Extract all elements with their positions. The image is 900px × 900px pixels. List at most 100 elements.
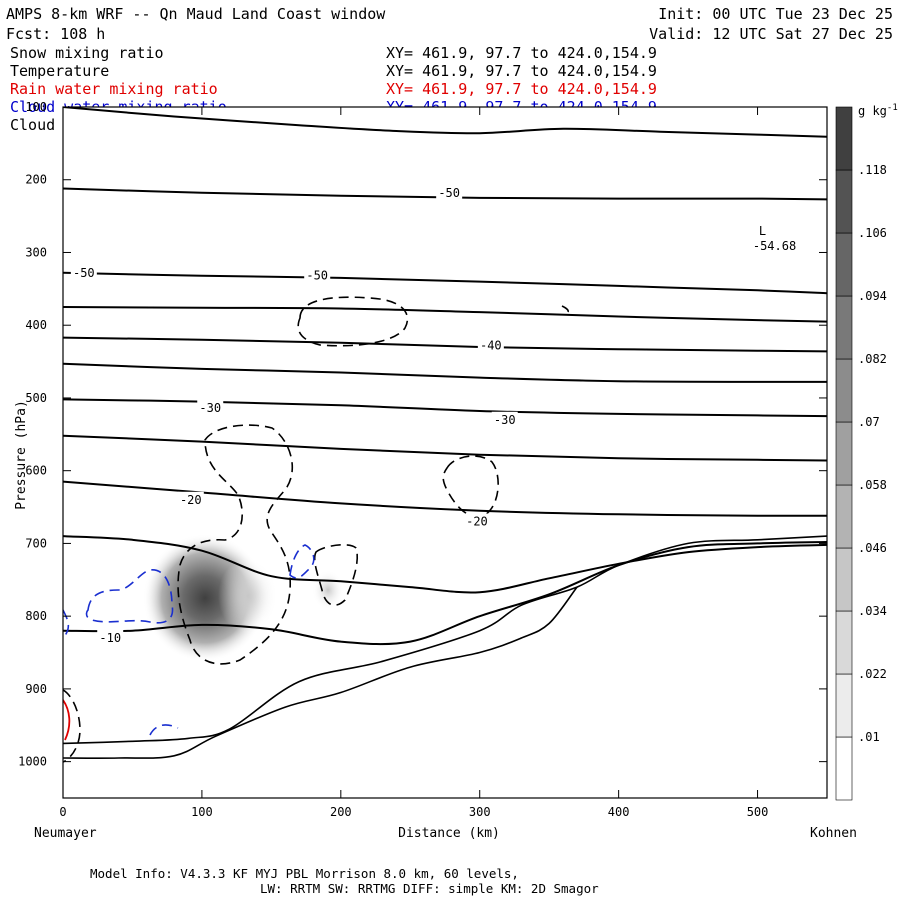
isotherm-line — [63, 107, 827, 138]
y-tick-label: 800 — [25, 609, 47, 623]
valid-time: Valid: 12 UTC Sat 27 Dec 25 — [649, 25, 893, 43]
contour-label: -50 — [306, 269, 328, 283]
y-tick-label: 1000 — [18, 755, 47, 769]
y-axis: 100 200 300 400 500 600 700 800 900 1000 — [18, 100, 827, 769]
contour-label: -20 — [180, 493, 202, 507]
field-xy: XY= 461.9, 97.7 to 424.0,154.9 — [386, 62, 657, 80]
isotherm-line — [63, 187, 827, 201]
colorbar-swatch — [835, 673, 853, 738]
isotherm-line — [63, 362, 827, 383]
contour-label-bg — [70, 264, 97, 279]
cloud-ice-contour — [63, 689, 81, 763]
field-xy: XY= 461.9, 97.7 to 424.0,154.9 — [386, 80, 657, 98]
cloud-water-contour — [63, 609, 70, 639]
colorbar-unit: g kg-1 — [858, 103, 898, 118]
y-tick-label: 500 — [25, 391, 47, 405]
colorbar-unit-exponent: -1 — [887, 103, 898, 113]
colorbar-swatch — [835, 358, 853, 423]
colorbar-swatch — [835, 295, 853, 360]
cloud-ice-contour — [177, 424, 294, 665]
forecast-hour: Fcst: 108 h — [6, 25, 105, 43]
contour-label: -30 — [199, 401, 221, 415]
colorbar-swatch — [835, 736, 853, 801]
colorbar-swatch — [835, 484, 853, 549]
contour-label: -50 — [438, 186, 460, 200]
temperature-isotherms — [63, 107, 827, 646]
cloud-water-contours — [63, 544, 315, 736]
colorbar-swatch — [835, 232, 853, 297]
contour-label-bg — [304, 267, 331, 282]
model-info-line2: LW: RRTM SW: RRTMG DIFF: simple KM: 2D S… — [260, 881, 599, 896]
x-axis-label: Distance (km) — [398, 826, 500, 841]
y-tick-label: 600 — [25, 464, 47, 478]
low-value: -54.68 — [753, 239, 796, 253]
isotherm-line — [63, 336, 827, 353]
colorbar-label: .106 — [858, 226, 887, 240]
low-marker: L -54.68 — [753, 224, 796, 253]
x-axis: 0 100 200 300 400 500 — [59, 107, 768, 819]
y-tick-label: 200 — [25, 173, 47, 187]
y-tick-label: 400 — [25, 318, 47, 332]
isotherm-line — [63, 541, 827, 646]
contour-label: -10 — [99, 631, 121, 645]
colorbar-label: .01 — [858, 730, 880, 744]
colorbar-label: .046 — [858, 541, 887, 555]
cloud-ice-contour — [442, 455, 499, 518]
isotherm-line — [63, 535, 827, 594]
x-tick-label: 100 — [191, 805, 213, 819]
colorbar-unit-base: g kg — [858, 104, 887, 118]
contour-label-bg — [463, 513, 490, 528]
contour-label-bg — [436, 184, 463, 199]
cloud-ice-contour — [313, 543, 359, 606]
field-name: Rain water mixing ratio — [10, 80, 218, 98]
terrain-line — [63, 586, 578, 759]
plot-title: AMPS 8-km WRF -- Qn Maud Land Coast wind… — [6, 5, 386, 23]
cloud-ice-contour — [561, 305, 569, 313]
isotherm-line — [63, 434, 827, 462]
low-symbol: L — [759, 224, 766, 238]
contour-label-bg — [491, 411, 518, 426]
cloud-ice-contour — [297, 296, 409, 347]
temperature-labels: -50 -50 -50 -40 -30 -30 -20 -20 -10 — [70, 184, 518, 645]
y-tick-label: 700 — [25, 536, 47, 550]
isotherm-line — [63, 271, 827, 295]
colorbar-swatch — [835, 421, 853, 486]
cloud-ice-contours — [63, 296, 569, 763]
colorbar-label: .118 — [858, 163, 887, 177]
colorbar-label: .094 — [858, 289, 887, 303]
rain-water-contour — [63, 699, 71, 741]
contour-label-bg — [177, 491, 204, 506]
colorbar-label: .07 — [858, 415, 880, 429]
colorbar: .01 .022 .034 .046 .058 .07 .082 .094 .106 .118 — [835, 106, 887, 801]
x-tick-label: 200 — [330, 805, 352, 819]
x-tick-label: 300 — [469, 805, 491, 819]
y-tick-label: 300 — [25, 245, 47, 259]
y-tick-label: 900 — [25, 682, 47, 696]
cloud-water-contour — [289, 544, 315, 579]
contour-label: -20 — [466, 515, 488, 529]
colorbar-label: .034 — [858, 604, 887, 618]
model-info-line1: Model Info: V4.3.3 KF MYJ PBL Morrison 8… — [90, 866, 519, 881]
colorbar-swatch — [835, 106, 853, 171]
field-name: Temperature — [10, 62, 109, 80]
colorbar-label: .082 — [858, 352, 887, 366]
contour-label-bg — [97, 629, 124, 644]
isotherm-line — [63, 306, 827, 323]
field-xy: XY= 461.9, 97.7 to 424.0,154.9 — [386, 44, 657, 62]
colorbar-swatch — [835, 610, 853, 675]
colorbar-swatch — [835, 547, 853, 612]
snow-shading-east — [218, 558, 278, 634]
contour-label: -50 — [73, 266, 95, 280]
colorbar-label: .022 — [858, 667, 887, 681]
x-tick-label: 400 — [608, 805, 630, 819]
plot-frame — [62, 106, 828, 799]
terrain-outline — [63, 535, 827, 759]
y-tick-label: 100 — [25, 100, 47, 114]
y-axis-label: Pressure (hPa) — [14, 400, 29, 510]
init-time: Init: 00 UTC Tue 23 Dec 25 — [658, 5, 893, 23]
x-tick-label: 500 — [747, 805, 769, 819]
field-name: Snow mixing ratio — [10, 44, 164, 62]
right-endpoint-label: Kohnen — [810, 826, 857, 841]
cloud-water-contour — [149, 724, 179, 736]
